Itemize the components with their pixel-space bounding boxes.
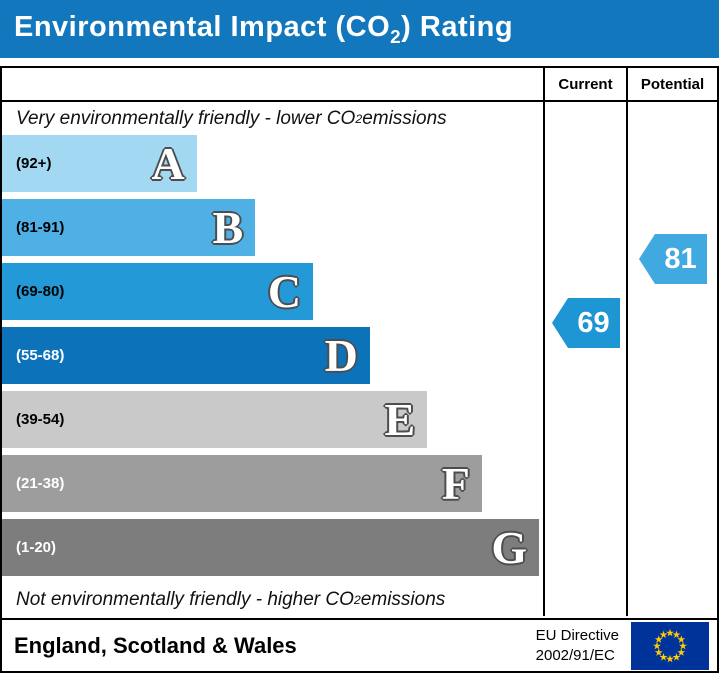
band-letter: A: [151, 137, 185, 189]
band-range-label: (69-80): [16, 283, 65, 300]
bottom-note-text: Not environmentally friendly - higher CO: [16, 588, 354, 610]
band-letter: D: [324, 329, 358, 381]
page-title: Environmental Impact (CO2) Rating: [14, 11, 513, 48]
title-subscript: 2: [390, 25, 402, 47]
eu-directive-line1: EU Directive: [535, 627, 619, 644]
potential-rating-tag: 81: [638, 234, 707, 284]
bands-column: Very environmentally friendly - lower CO…: [2, 102, 543, 616]
band-range-label: (1-20): [16, 539, 57, 556]
band-letter: F: [441, 457, 470, 509]
bottom-note-subscript: 2: [353, 592, 361, 607]
band-row-b: (81-91) B: [2, 199, 256, 256]
top-note-text: Very environmentally friendly - lower CO: [16, 107, 356, 129]
left-arrow-icon: [638, 234, 655, 284]
band-range-label: (55-68): [16, 347, 65, 364]
current-column-header: Current: [543, 68, 626, 100]
bottom-note: Not environmentally friendly - higher CO…: [2, 583, 543, 616]
band-row-d: (55-68) D: [2, 327, 370, 384]
title-suffix: ) Rating: [401, 10, 514, 43]
current-column: 69: [543, 102, 626, 616]
left-arrow-icon: [551, 298, 568, 348]
current-rating-tag: 69: [551, 298, 620, 348]
band-row-e: (39-54) E: [2, 391, 428, 448]
band-letter: G: [491, 521, 528, 573]
bands-header-spacer: [2, 68, 543, 100]
rating-chart: Current Potential Very environmentally f…: [0, 66, 719, 620]
chart-body: Very environmentally friendly - lower CO…: [2, 102, 717, 616]
eu-directive-label: EU Directive 2002/91/EC: [536, 626, 631, 665]
title-bar: Environmental Impact (CO2) Rating: [0, 0, 719, 58]
potential-rating-value: 81: [654, 234, 707, 284]
band-range-label: (39-54): [16, 411, 65, 428]
bottom-note-suffix: emissions: [360, 588, 446, 610]
footer: England, Scotland & Wales EU Directive 2…: [0, 620, 719, 673]
potential-column: 81: [626, 102, 717, 616]
eu-directive-line2: 2002/91/EC: [535, 646, 615, 664]
top-note-subscript: 2: [355, 111, 363, 126]
title-text: Environmental Impact (CO: [14, 10, 391, 43]
chart-header-row: Current Potential: [2, 68, 717, 102]
band-row-f: (21-38) F: [2, 455, 482, 512]
region-label: England, Scotland & Wales: [14, 632, 297, 658]
band-row-c: (69-80) C: [2, 263, 314, 320]
potential-column-header: Potential: [626, 68, 717, 100]
band-row-a: (92+) A: [2, 135, 197, 192]
eu-flag-icon: [631, 621, 709, 670]
band-letter: C: [267, 265, 302, 317]
band-row-g: (1-20) G: [2, 519, 540, 576]
band-letter: E: [384, 393, 416, 445]
band-letter: B: [212, 201, 244, 253]
current-rating-value: 69: [567, 298, 620, 348]
band-range-label: (81-91): [16, 219, 65, 236]
band-range-label: (92+): [16, 155, 52, 172]
top-note: Very environmentally friendly - lower CO…: [2, 102, 543, 135]
band-range-label: (21-38): [16, 475, 65, 492]
top-note-suffix: emissions: [362, 107, 447, 129]
